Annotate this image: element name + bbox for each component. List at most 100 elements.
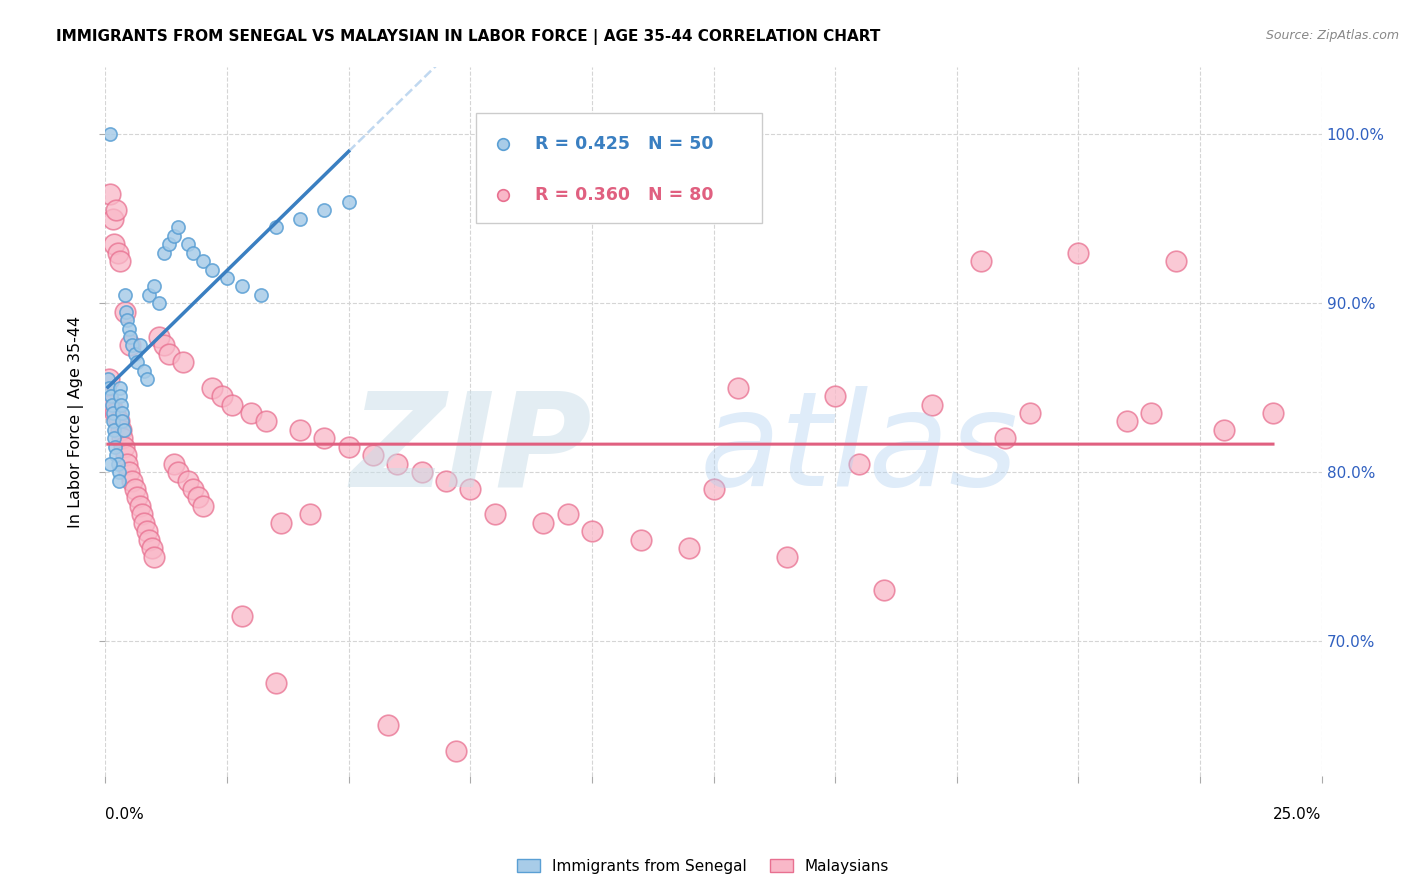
Point <box>108 254 131 268</box>
Point <box>111 414 134 429</box>
Point <box>104 440 127 454</box>
Point <box>103 237 125 252</box>
Point <box>118 321 141 335</box>
Point <box>115 304 138 318</box>
Point <box>107 465 129 479</box>
Point <box>98 372 121 386</box>
Point <box>104 406 127 420</box>
Point <box>1018 406 1040 420</box>
Point <box>177 474 200 488</box>
Point <box>138 288 160 302</box>
Point <box>117 313 139 327</box>
Point <box>157 237 180 252</box>
Point <box>135 372 157 386</box>
Point <box>107 457 129 471</box>
Point <box>581 524 603 539</box>
Point <box>100 398 122 412</box>
Point <box>108 474 131 488</box>
Point <box>100 398 122 412</box>
Text: atlas: atlas <box>700 386 1019 513</box>
Point <box>201 262 224 277</box>
Point <box>143 549 166 564</box>
Point <box>264 676 287 690</box>
Point <box>105 448 128 462</box>
Point <box>314 431 336 445</box>
Point <box>128 499 150 513</box>
Point <box>775 549 797 564</box>
Text: IMMIGRANTS FROM SENEGAL VS MALAYSIAN IN LABOR FORCE | AGE 35-44 CORRELATION CHAR: IMMIGRANTS FROM SENEGAL VS MALAYSIAN IN … <box>56 29 880 45</box>
Point <box>135 524 157 539</box>
Point <box>117 457 139 471</box>
Point <box>191 254 214 268</box>
Point <box>970 254 993 268</box>
Point <box>250 288 273 302</box>
Point <box>101 211 124 226</box>
Point <box>727 381 749 395</box>
Point <box>110 398 132 412</box>
Point <box>231 608 253 623</box>
Point <box>217 271 239 285</box>
Point <box>557 508 579 522</box>
Point <box>221 398 243 412</box>
Point <box>531 516 554 530</box>
Point <box>115 448 138 462</box>
Point <box>177 237 200 252</box>
Point <box>100 389 122 403</box>
Point <box>97 398 120 412</box>
Point <box>111 431 134 445</box>
Point <box>630 533 652 547</box>
Point <box>121 474 143 488</box>
Point <box>678 541 700 555</box>
Point <box>484 508 506 522</box>
Point <box>254 414 277 429</box>
Point <box>101 406 124 420</box>
Point <box>128 338 150 352</box>
Point <box>98 457 121 471</box>
Point <box>143 279 166 293</box>
Point <box>103 423 125 437</box>
Point <box>97 372 120 386</box>
Point <box>191 499 214 513</box>
Point <box>131 508 153 522</box>
Point <box>314 203 336 218</box>
Point <box>337 194 360 209</box>
Point <box>298 508 321 522</box>
Point <box>114 304 136 318</box>
Point <box>270 516 292 530</box>
Point <box>118 465 141 479</box>
Point <box>153 245 176 260</box>
Point <box>377 718 399 732</box>
Point <box>181 482 204 496</box>
Point <box>181 245 204 260</box>
Point <box>458 482 481 496</box>
Point <box>153 338 176 352</box>
Point <box>187 491 209 505</box>
Point <box>921 398 943 412</box>
Point <box>231 279 253 293</box>
Point <box>134 516 156 530</box>
Point <box>167 220 190 235</box>
Point <box>444 744 467 758</box>
Point <box>167 465 190 479</box>
Point <box>121 338 143 352</box>
Point <box>1140 406 1163 420</box>
Point <box>1261 406 1284 420</box>
Point <box>101 414 124 429</box>
Text: R = 0.425   N = 50: R = 0.425 N = 50 <box>534 135 713 153</box>
Point <box>172 355 194 369</box>
Point <box>98 186 121 201</box>
Point <box>148 330 170 344</box>
Point <box>387 457 409 471</box>
Point <box>1067 245 1090 260</box>
Point <box>873 583 896 598</box>
Point <box>1164 254 1187 268</box>
Point <box>361 448 384 462</box>
Point <box>118 330 141 344</box>
Point <box>110 406 132 420</box>
Text: 0.0%: 0.0% <box>105 807 145 822</box>
Point <box>1213 423 1236 437</box>
Point <box>108 389 131 403</box>
FancyBboxPatch shape <box>477 113 762 223</box>
Point <box>125 491 148 505</box>
Point <box>162 228 184 243</box>
